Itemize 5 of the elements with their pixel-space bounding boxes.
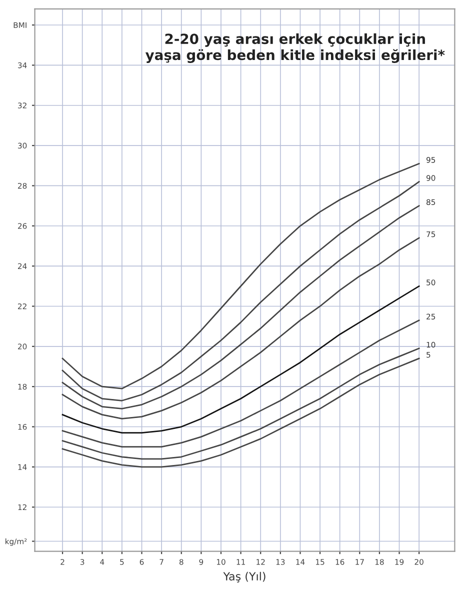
x-axis-title: Yaş (Yıl) [223, 572, 266, 582]
line-series [62, 237, 420, 420]
line-series [62, 320, 420, 448]
line-series [62, 285, 420, 434]
text: 2-20 yaş arası erkek çocuklar için yaşa göre beden kitle indeksi eğrileri* [145, 33, 445, 63]
